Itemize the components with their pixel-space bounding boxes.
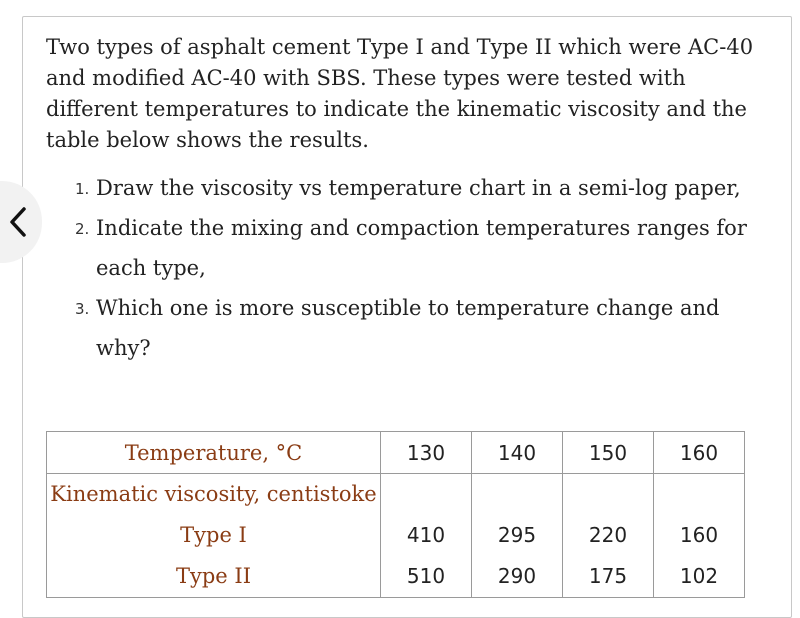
question-item: 3. Which one is more susceptible to temp… xyxy=(70,288,770,368)
temperature-label: Temperature, °C xyxy=(46,431,381,474)
temperature-cell: 130 xyxy=(380,431,472,474)
table-row: Type I 410 295 220 160 xyxy=(46,513,745,556)
table-cell: 220 xyxy=(562,513,654,556)
table-cell: 175 xyxy=(562,555,654,598)
temperature-cell: 160 xyxy=(653,431,745,474)
question-text: Draw the viscosity vs temperature chart … xyxy=(96,176,741,200)
table-cell: 295 xyxy=(471,513,563,556)
question-number: 2. xyxy=(75,220,90,238)
question-text: Indicate the mixing and compaction tempe… xyxy=(96,216,747,280)
question-list: 1. Draw the viscosity vs temperature cha… xyxy=(70,168,770,368)
table-cell: 160 xyxy=(653,513,745,556)
empty-cell xyxy=(653,473,745,514)
temperature-cell: 140 xyxy=(471,431,563,474)
question-text: Which one is more susceptible to tempera… xyxy=(96,296,720,360)
empty-cell xyxy=(471,473,563,514)
viscosity-label: Kinematic viscosity, centistoke xyxy=(46,473,381,514)
row-label: Type I xyxy=(46,513,381,556)
table-cell: 102 xyxy=(653,555,745,598)
empty-cell xyxy=(380,473,472,514)
table-cell: 410 xyxy=(380,513,472,556)
question-number: 1. xyxy=(75,180,90,198)
temperature-cell: 150 xyxy=(562,431,654,474)
problem-intro: Two types of asphalt cement Type I and T… xyxy=(46,35,754,152)
table-row: Type II 510 290 175 102 xyxy=(46,555,745,598)
question-item: 1. Draw the viscosity vs temperature cha… xyxy=(70,168,770,208)
table-cell: 290 xyxy=(471,555,563,598)
question-item: 2. Indicate the mixing and compaction te… xyxy=(70,208,770,288)
empty-cell xyxy=(562,473,654,514)
row-label: Type II xyxy=(46,555,381,598)
table-subheader-row: Kinematic viscosity, centistoke xyxy=(46,473,745,514)
chevron-left-icon xyxy=(10,207,26,237)
results-table: Temperature, °C 130 140 150 160 Kinemati… xyxy=(46,431,745,598)
question-number: 3. xyxy=(75,300,90,318)
table-header-row: Temperature, °C 130 140 150 160 xyxy=(46,431,745,474)
table-cell: 510 xyxy=(380,555,472,598)
